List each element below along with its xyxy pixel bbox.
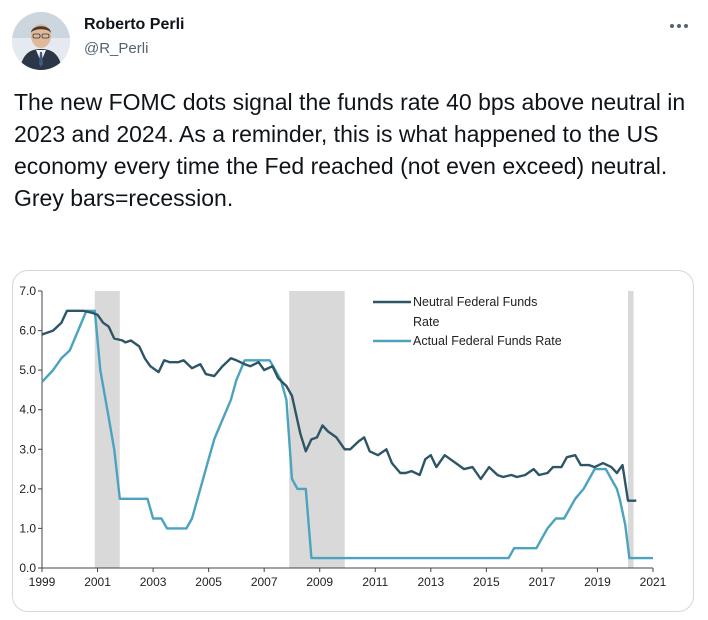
x-tick-label: 2019 — [584, 575, 611, 589]
x-tick-label: 2021 — [640, 575, 667, 589]
chart: 0.0 1.0 2.0 3.0 4.0 5.0 6.0 7.0 1999 2001 2003 2005… — [19, 284, 667, 589]
author-name[interactable]: Roberto Perli — [84, 16, 185, 33]
x-tick-label: 2001 — [84, 575, 111, 589]
tweet-media-chart[interactable]: 0.0 1.0 2.0 3.0 4.0 5.0 6.0 7.0 1999 2001 2003 2005… — [12, 270, 694, 612]
profile-photo — [12, 12, 70, 70]
x-tick-label: 2005 — [195, 575, 222, 589]
x-tick-label: 2017 — [529, 575, 556, 589]
avatar[interactable] — [12, 12, 70, 70]
legend-label-neutral: Neutral Federal Funds Rate — [413, 295, 537, 329]
y-tick-label: 2.0 — [19, 482, 36, 496]
more-dots-icon[interactable] — [666, 16, 692, 36]
y-tick-label: 3.0 — [19, 442, 36, 456]
x-tick-label: 2015 — [473, 575, 500, 589]
recession-bar-0 — [94, 291, 120, 568]
y-tick-label: 4.0 — [19, 403, 36, 417]
x-tick-label: 2003 — [140, 575, 167, 589]
x-tick-label: 2007 — [251, 575, 278, 589]
y-tick-label: 7.0 — [19, 284, 36, 298]
x-tick-label: 1999 — [29, 575, 56, 589]
x-tick-label: 2013 — [417, 575, 444, 589]
y-tick-label: 6.0 — [19, 324, 36, 338]
recession-bar-2 — [628, 291, 634, 568]
recession-bar-1 — [289, 291, 345, 568]
y-tick-label: 0.0 — [19, 561, 36, 575]
legend-label-actual: Actual Federal Funds Rate — [413, 334, 562, 348]
series-line-neutral-federal-funds-rate — [41, 309, 637, 502]
x-tick-label: 2009 — [306, 575, 333, 589]
author-handle[interactable]: @R_Perli — [84, 40, 149, 57]
tweet-text: The new FOMC dots signal the funds rate … — [14, 89, 686, 211]
y-tick-label: 5.0 — [19, 363, 36, 377]
x-tick-label: 2011 — [362, 575, 388, 589]
y-tick-label: 1.0 — [19, 521, 36, 535]
